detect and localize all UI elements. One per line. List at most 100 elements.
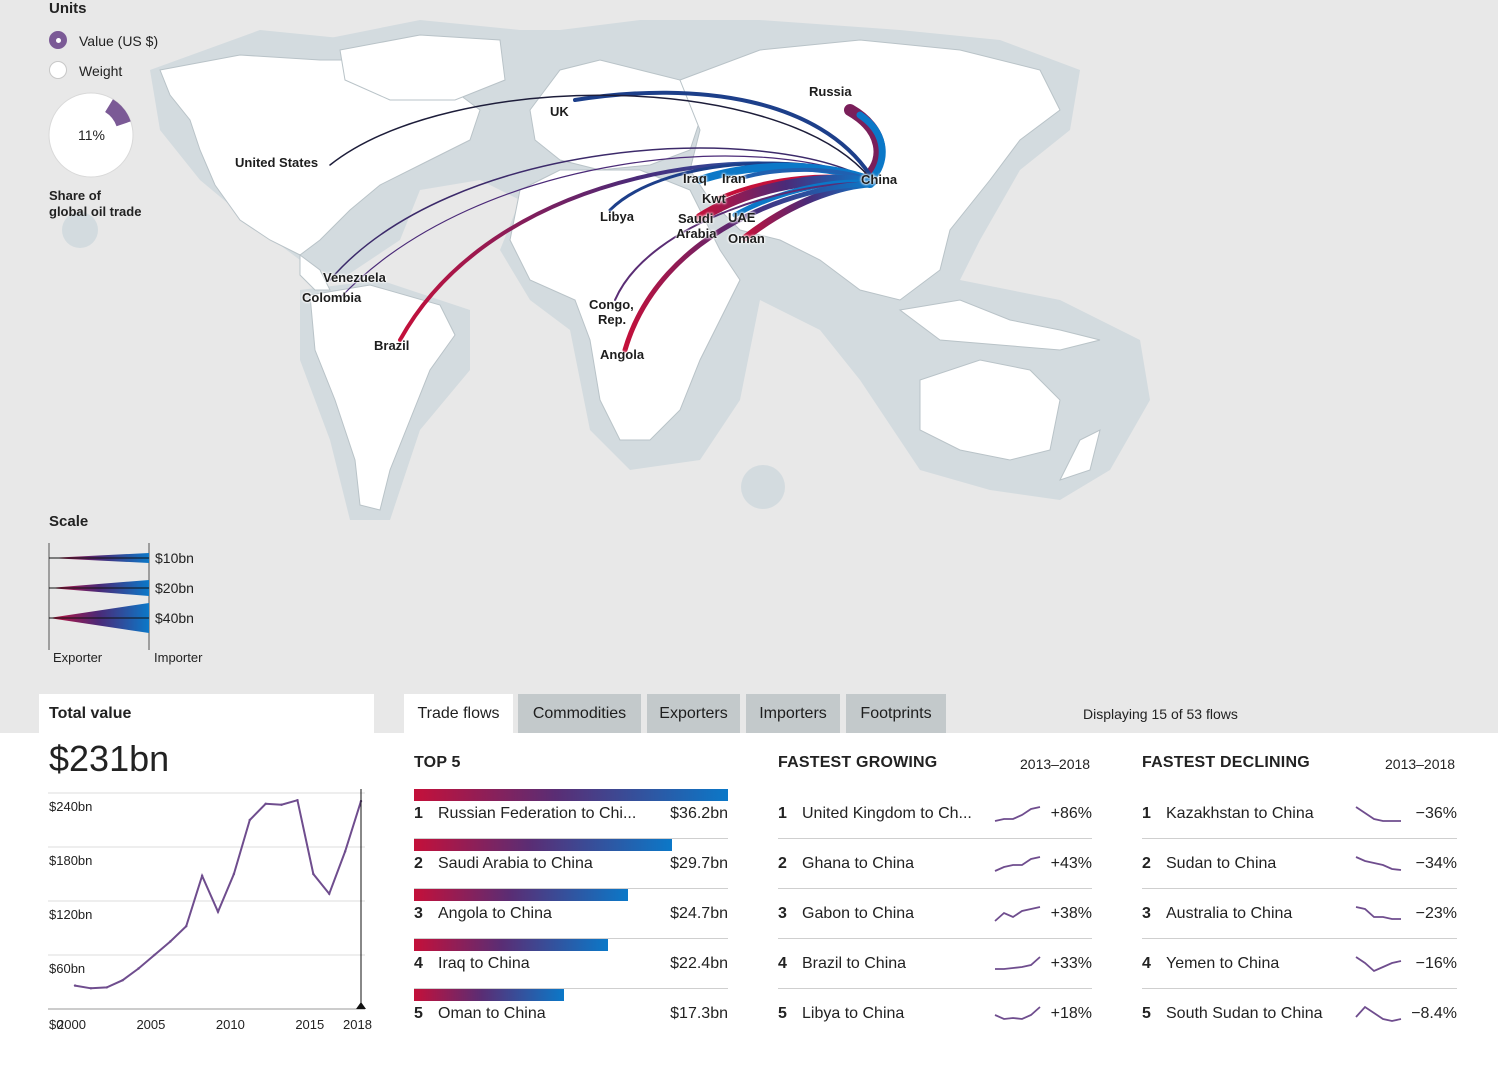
chart-x-tick: 2000: [57, 1017, 86, 1032]
growing-list: 1 United Kingdom to Ch... +86% 2 Ghana to Ch…: [778, 789, 1092, 1039]
flow-label: Sudan to China: [1166, 855, 1277, 872]
flow-russia-blue: [856, 111, 886, 182]
tab-footprints[interactable]: Footprints: [846, 694, 946, 733]
rank-number: 1: [414, 805, 423, 822]
growing-heading: FASTEST GROWING: [778, 754, 938, 771]
label-colombia[interactable]: Colombia: [302, 290, 362, 305]
chart-year-handle: [356, 1002, 366, 1009]
label-congo-2[interactable]: Rep.: [598, 312, 627, 327]
trade-flows[interactable]: [329, 90, 886, 353]
map-area[interactable]: Units Value (US $) Weight 11% Share of g…: [0, 0, 1498, 733]
row-divider: [414, 988, 728, 989]
scale-title: Scale: [49, 513, 89, 530]
row-divider: [1142, 838, 1457, 839]
top5-heading: TOP 5: [414, 754, 461, 771]
label-iran[interactable]: Iran: [722, 171, 746, 186]
tab-trade-flows[interactable]: Trade flows: [404, 694, 513, 733]
flow-value: $29.7bn: [670, 855, 728, 872]
rank-number: 5: [778, 1005, 787, 1022]
label-brazil[interactable]: Brazil: [374, 338, 410, 353]
list-item[interactable]: 1 Kazakhstan to China −36%: [1142, 789, 1457, 839]
list-item[interactable]: 3 Angola to China $24.7bn: [414, 889, 728, 939]
flow-label: Angola to China: [438, 905, 552, 922]
tab-exporters[interactable]: Exporters: [647, 694, 740, 733]
share-percent: 11%: [78, 127, 105, 143]
row-divider: [414, 938, 728, 939]
label-iraq[interactable]: Iraq: [683, 171, 707, 186]
list-item[interactable]: 5 South Sudan to China −8.4%: [1142, 989, 1457, 1039]
list-item[interactable]: 2 Sudan to China −34%: [1142, 839, 1457, 889]
flow-value: $24.7bn: [670, 905, 728, 922]
label-libya[interactable]: Libya: [600, 209, 634, 224]
rank-number: 2: [1142, 855, 1151, 872]
chart-point: [264, 802, 267, 805]
label-uae[interactable]: UAE: [728, 210, 756, 225]
flow-label: Australia to China: [1166, 905, 1293, 922]
flow-label: South Sudan to China: [1166, 1005, 1323, 1022]
flow-angola: [622, 181, 873, 353]
flow-us: [329, 94, 871, 179]
chart-point: [89, 987, 93, 990]
value-radio[interactable]: [49, 31, 67, 49]
flow-value: $36.2bn: [670, 805, 728, 822]
label-china[interactable]: China: [861, 172, 898, 187]
declining-range: 2013–2018: [1385, 756, 1456, 772]
land: [159, 34, 1101, 511]
label-uk[interactable]: UK: [550, 104, 569, 119]
chart-y-tick: $180bn: [49, 853, 92, 868]
flow-value: $17.3bn: [670, 1005, 728, 1022]
label-russia[interactable]: Russia: [809, 84, 852, 99]
flow-value: $22.4bn: [670, 955, 728, 972]
world-map[interactable]: [0, 0, 1498, 733]
row-divider: [778, 838, 1092, 839]
top5-list: 1 Russian Federation to Chi... $36.2bn 2 Sau…: [414, 789, 728, 1039]
tab-commodities[interactable]: Commodities: [518, 694, 641, 733]
weight-radio[interactable]: [49, 61, 67, 79]
flow-label: Libya to China: [802, 1005, 905, 1022]
weight-radio-label[interactable]: Weight: [79, 63, 123, 79]
sparkline: [1355, 906, 1401, 920]
flow-venezuela: [329, 147, 871, 281]
list-item[interactable]: 5 Oman to China $17.3bn: [414, 989, 728, 1039]
sparkline: [1355, 806, 1401, 822]
total-value-heading: Total value: [39, 694, 374, 733]
sparkline: [994, 906, 1041, 922]
label-angola[interactable]: Angola: [600, 347, 645, 362]
row-divider: [778, 888, 1092, 889]
flow-label: Yemen to China: [1166, 955, 1280, 972]
list-item[interactable]: 2 Ghana to China +43%: [778, 839, 1092, 889]
chart-point: [73, 984, 77, 987]
label-oman[interactable]: Oman: [728, 231, 765, 246]
label-venezuela[interactable]: Venezuela: [323, 270, 386, 285]
rank-number: 3: [414, 905, 423, 922]
scale-exporter-label: Exporter: [53, 650, 103, 665]
list-item[interactable]: 1 United Kingdom to Ch... +86%: [778, 789, 1092, 839]
list-item[interactable]: 2 Saudi Arabia to China $29.7bn: [414, 839, 728, 889]
list-item[interactable]: 1 Russian Federation to Chi... $36.2bn: [414, 789, 728, 839]
label-kwt[interactable]: Kwt: [702, 191, 726, 206]
rank-number: 4: [1142, 955, 1151, 972]
share-caption-1: Share of: [49, 188, 102, 203]
value-radio-label[interactable]: Value (US $): [79, 33, 159, 49]
label-saudi-1[interactable]: Saudi: [678, 211, 714, 226]
sparkline: [994, 856, 1041, 872]
list-item[interactable]: 5 Libya to China +18%: [778, 989, 1092, 1039]
scale-level-20: $20bn: [155, 580, 194, 596]
list-item[interactable]: 4 Brazil to China +33%: [778, 939, 1092, 989]
sparkline: [1355, 1005, 1402, 1022]
label-congo-1[interactable]: Congo,: [589, 297, 634, 312]
flow-label: Oman to China: [438, 1005, 546, 1022]
list-item[interactable]: 4 Iraq to China $22.4bn: [414, 939, 728, 989]
label-saudi-2[interactable]: Arabia: [676, 226, 717, 241]
sparkline: [994, 806, 1041, 822]
label-united-states[interactable]: United States: [235, 155, 319, 170]
flow-value: −23%: [1415, 905, 1457, 922]
tab-importers[interactable]: Importers: [746, 694, 840, 733]
chart-point: [328, 892, 331, 895]
chart-point: [232, 872, 236, 876]
list-item[interactable]: 4 Yemen to China −16%: [1142, 939, 1457, 989]
chart-point: [312, 872, 315, 876]
list-item[interactable]: 3 Gabon to China +38%: [778, 889, 1092, 939]
list-item[interactable]: 3 Australia to China −23%: [1142, 889, 1457, 939]
